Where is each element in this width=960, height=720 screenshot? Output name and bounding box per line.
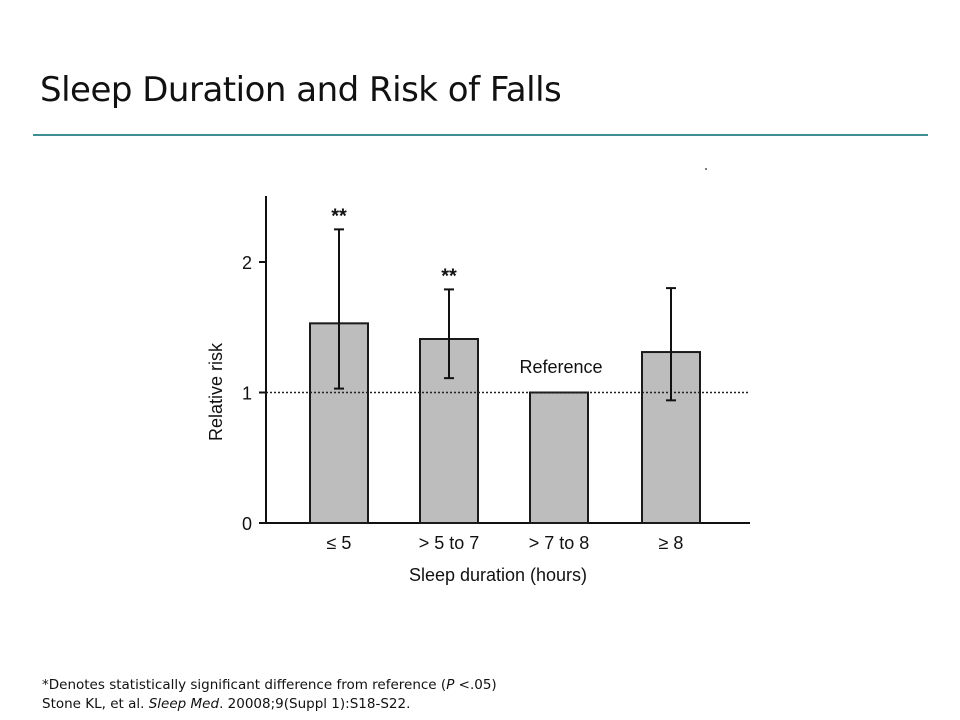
y-axis-label: Relative risk	[206, 342, 226, 441]
significance-marker-0: **	[331, 205, 347, 227]
x-tick-label-0: ≤ 5	[327, 533, 352, 553]
x-axis-label: Sleep duration (hours)	[409, 565, 587, 585]
stray-dot	[705, 168, 707, 170]
slide-title: Sleep Duration and Risk of Falls	[40, 70, 562, 110]
x-tick-label-3: ≥ 8	[659, 533, 684, 553]
y-tick-label-0: 0	[242, 514, 252, 534]
x-tick-label-1: > 5 to 7	[419, 533, 480, 553]
citation: Stone KL, et al. Sleep Med. 20008;9(Supp…	[42, 696, 411, 712]
footnote: *Denotes statistically significant diffe…	[42, 676, 497, 714]
title-divider	[33, 134, 928, 136]
bar-3	[641, 351, 701, 525]
bar-1	[419, 337, 479, 524]
y-tick-label-1: 1	[242, 384, 252, 404]
x-tick-label-2: > 7 to 8	[529, 533, 590, 553]
reference-label: Reference	[519, 357, 602, 377]
significance-note: *Denotes statistically significant diffe…	[42, 677, 497, 693]
y-tick-label-2: 2	[242, 253, 252, 273]
bar-2	[529, 391, 589, 524]
significance-marker-1: **	[441, 265, 457, 287]
